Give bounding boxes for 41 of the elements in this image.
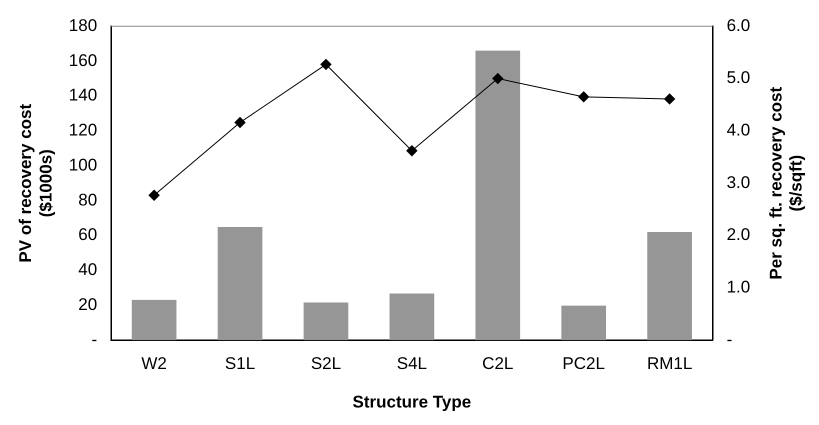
bar [218, 226, 262, 340]
point [492, 73, 504, 84]
y-tick-label: 60 [78, 225, 98, 244]
x-tick-label: S2L [310, 354, 342, 374]
bar [647, 232, 692, 340]
bar [390, 293, 434, 340]
y2-tick-label: 3.0 [726, 172, 750, 192]
y2-tick-label: 2.0 [726, 225, 750, 244]
y-tick-label: 80 [78, 190, 98, 210]
y-tick-label: 120 [68, 120, 98, 140]
y-tick-label: 100 [68, 155, 98, 174]
y-tick-label: - [91, 330, 98, 349]
y2-tick-label: 5.0 [726, 68, 750, 88]
y-tick-label: 40 [78, 260, 98, 280]
y-axis-title: PV of recovery cost ($1000s) [16, 104, 56, 263]
y2-tick-label: 1.0 [726, 278, 750, 297]
point [406, 145, 418, 156]
y-tick-label: 140 [68, 86, 98, 105]
point [148, 190, 160, 201]
y-tick-label: 20 [78, 295, 98, 314]
y2-tick-label: - [726, 330, 732, 349]
x-tick-label: S4L [396, 354, 427, 374]
x-tick-label: S1L [224, 354, 256, 374]
y2-axis-title: Per sq. ft. recovery cost ($/sqft) [766, 86, 806, 280]
bar [304, 302, 348, 340]
point [320, 58, 332, 70]
y2-tick-label: 6.0 [726, 16, 750, 35]
y-tick-label: 180 [68, 16, 98, 35]
bar [475, 50, 520, 340]
x-tick-label: C2L [482, 354, 514, 374]
x-tick-label: PC2L [562, 354, 605, 374]
x-tick-label: W2 [141, 354, 167, 374]
x-tick-label: RM1L [646, 354, 692, 374]
point [234, 116, 246, 128]
point [664, 93, 676, 104]
y-tick-label: 160 [68, 50, 98, 70]
bar [561, 306, 606, 340]
bar [132, 300, 176, 340]
y2-tick-label: 4.0 [726, 120, 750, 140]
x-axis-title: Structure Type [352, 392, 472, 412]
point [578, 91, 590, 102]
